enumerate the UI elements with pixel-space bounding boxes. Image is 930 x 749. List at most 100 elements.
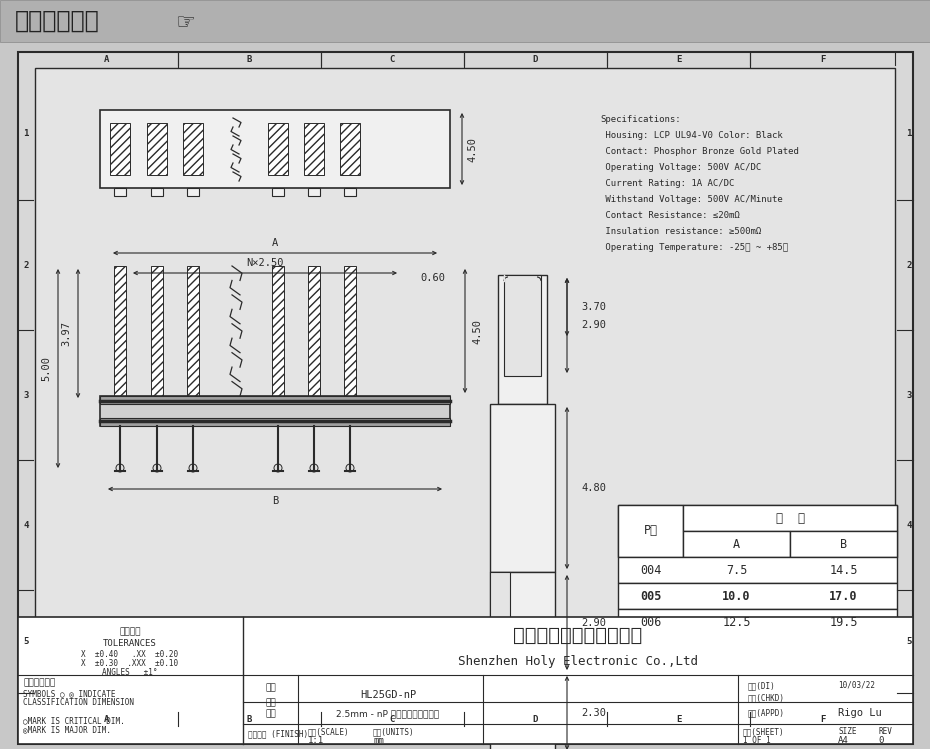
Bar bbox=[308, 266, 320, 396]
Text: 尺    寸: 尺 寸 bbox=[776, 512, 804, 524]
Text: 4: 4 bbox=[907, 521, 911, 530]
Text: A4: A4 bbox=[838, 736, 849, 745]
Text: ○MARK IS CRITICAL DIM.: ○MARK IS CRITICAL DIM. bbox=[23, 716, 125, 725]
Text: 表面处理 (FINISH): 表面处理 (FINISH) bbox=[248, 729, 308, 738]
Bar bbox=[100, 110, 450, 188]
Text: 品名: 品名 bbox=[266, 709, 276, 718]
Text: A: A bbox=[733, 538, 740, 551]
Text: X  ±0.40   .XX  ±0.20: X ±0.40 .XX ±0.20 bbox=[82, 650, 179, 659]
Text: 5.00: 5.00 bbox=[41, 356, 51, 381]
Text: C: C bbox=[390, 55, 395, 64]
Text: 制图(DI): 制图(DI) bbox=[748, 681, 776, 690]
Text: Withstand Voltage: 500V AC/Minute: Withstand Voltage: 500V AC/Minute bbox=[600, 195, 783, 204]
Text: F: F bbox=[820, 55, 825, 64]
Bar bbox=[618, 505, 897, 557]
Bar bbox=[114, 266, 126, 396]
Text: Insulation resistance: ≥500mΩ: Insulation resistance: ≥500mΩ bbox=[600, 227, 762, 236]
Text: B: B bbox=[246, 55, 252, 64]
Text: Shenzhen Holy Electronic Co.,Ltd: Shenzhen Holy Electronic Co.,Ltd bbox=[458, 655, 698, 667]
Text: 14.5: 14.5 bbox=[830, 563, 857, 577]
Circle shape bbox=[310, 464, 318, 472]
Text: 1: 1 bbox=[907, 130, 911, 139]
Text: Rigo Lu: Rigo Lu bbox=[838, 708, 882, 718]
Bar bbox=[790, 531, 897, 557]
Bar bbox=[490, 404, 555, 572]
Circle shape bbox=[274, 464, 282, 472]
Text: 0.60: 0.60 bbox=[420, 273, 445, 283]
Text: 10/03/22: 10/03/22 bbox=[838, 681, 875, 690]
Bar bbox=[35, 68, 895, 726]
Text: SYMBOLS ○ ◎ INDICATE: SYMBOLS ○ ◎ INDICATE bbox=[23, 689, 115, 698]
Text: X  ±0.30  .XXX  ±0.10: X ±0.30 .XXX ±0.10 bbox=[82, 659, 179, 668]
Text: 2.90: 2.90 bbox=[581, 321, 606, 330]
Text: Operating Temperature: -25℃ ~ +85℃: Operating Temperature: -25℃ ~ +85℃ bbox=[600, 243, 788, 252]
Text: C: C bbox=[390, 715, 395, 724]
Text: P数: P数 bbox=[644, 524, 658, 538]
Bar bbox=[340, 123, 360, 175]
Text: E: E bbox=[676, 55, 681, 64]
Text: 4.50: 4.50 bbox=[472, 318, 482, 344]
Text: Housing: LCP UL94-V0 Color: Black: Housing: LCP UL94-V0 Color: Black bbox=[600, 131, 783, 140]
Text: 0: 0 bbox=[878, 736, 884, 745]
Text: ◎MARK IS MAJOR DIM.: ◎MARK IS MAJOR DIM. bbox=[23, 725, 111, 734]
Text: 005: 005 bbox=[640, 589, 661, 602]
Text: 2.30: 2.30 bbox=[581, 708, 606, 718]
Text: 图号: 图号 bbox=[266, 699, 276, 708]
Text: 深圳市宏利电子有限公司: 深圳市宏利电子有限公司 bbox=[513, 625, 643, 644]
Text: B: B bbox=[840, 538, 847, 551]
Text: D: D bbox=[533, 715, 538, 724]
Circle shape bbox=[346, 464, 354, 472]
Circle shape bbox=[153, 464, 161, 472]
Text: REV: REV bbox=[878, 727, 892, 736]
Text: 核准(APPD): 核准(APPD) bbox=[748, 708, 785, 717]
Bar bbox=[504, 275, 541, 376]
Text: 3: 3 bbox=[23, 390, 29, 399]
Bar bbox=[498, 275, 547, 404]
Text: 1: 1 bbox=[23, 130, 29, 139]
Text: CLASSIFICATION DIMENSION: CLASSIFICATION DIMENSION bbox=[23, 698, 134, 707]
Bar bbox=[683, 505, 897, 531]
Text: 4.50: 4.50 bbox=[467, 136, 477, 162]
Bar bbox=[100, 418, 450, 426]
Text: 1:1: 1:1 bbox=[308, 736, 325, 745]
Bar bbox=[272, 188, 284, 196]
Text: Contact Resistance: ≤20mΩ: Contact Resistance: ≤20mΩ bbox=[600, 211, 739, 220]
Text: mm: mm bbox=[373, 736, 384, 745]
Text: 4.80: 4.80 bbox=[581, 483, 606, 493]
Text: 006: 006 bbox=[640, 616, 661, 628]
Bar bbox=[114, 188, 126, 196]
Bar bbox=[618, 505, 683, 557]
Text: A: A bbox=[104, 715, 109, 724]
Text: 1 OF 1: 1 OF 1 bbox=[743, 736, 771, 745]
Text: 2.90: 2.90 bbox=[581, 617, 606, 628]
Bar bbox=[151, 266, 163, 396]
Text: ANGLES   ±1°: ANGLES ±1° bbox=[102, 668, 158, 677]
Text: 2.5mm - nP 镜金公座（大胶芯）: 2.5mm - nP 镜金公座（大胶芯） bbox=[337, 709, 440, 718]
Bar bbox=[272, 266, 284, 396]
Text: B: B bbox=[246, 715, 252, 724]
Bar bbox=[505, 633, 513, 673]
Text: Current Rating: 1A AC/DC: Current Rating: 1A AC/DC bbox=[600, 179, 735, 188]
Bar bbox=[344, 266, 356, 396]
Text: SIZE: SIZE bbox=[838, 727, 857, 736]
Text: HL25GD-nP: HL25GD-nP bbox=[360, 690, 416, 700]
Text: 19.5: 19.5 bbox=[830, 616, 857, 628]
Text: 比例(SCALE): 比例(SCALE) bbox=[308, 727, 350, 736]
Text: Operating Voltage: 500V AC/DC: Operating Voltage: 500V AC/DC bbox=[600, 163, 762, 172]
Text: 10.0: 10.0 bbox=[723, 589, 751, 602]
Text: 在线图纸下载: 在线图纸下载 bbox=[15, 9, 100, 33]
Text: Specifications:: Specifications: bbox=[600, 115, 681, 124]
Bar bbox=[151, 188, 163, 196]
Bar bbox=[618, 609, 897, 635]
Text: N×2.50: N×2.50 bbox=[246, 258, 284, 268]
Text: A: A bbox=[272, 238, 278, 248]
Text: B: B bbox=[272, 496, 278, 506]
Bar bbox=[490, 572, 555, 673]
Circle shape bbox=[116, 464, 124, 472]
Text: D: D bbox=[533, 55, 538, 64]
Text: TOLERANCES: TOLERANCES bbox=[103, 639, 157, 648]
Text: 一般公差: 一般公差 bbox=[119, 627, 140, 636]
Text: 3.97: 3.97 bbox=[61, 321, 71, 346]
Bar bbox=[100, 396, 450, 426]
Text: 2: 2 bbox=[23, 261, 29, 270]
